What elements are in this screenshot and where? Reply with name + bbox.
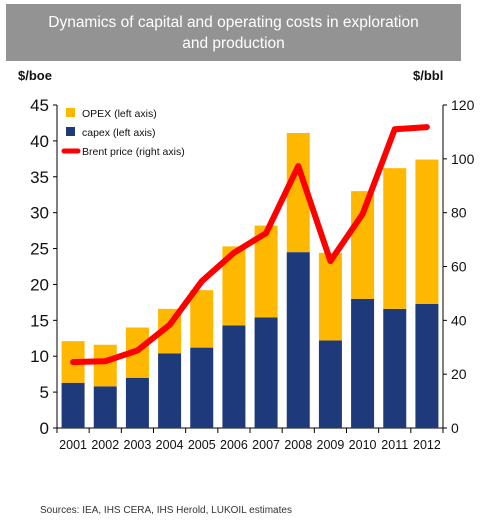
right-axis-unit: $/bbl [413, 68, 444, 83]
capex-bar [286, 252, 310, 428]
capex-bar [415, 303, 439, 428]
capex-bar [190, 347, 214, 428]
left-tick-label: 45 [30, 96, 49, 115]
capex-bar [318, 340, 342, 428]
left-tick-label: 5 [40, 383, 49, 402]
chart-title-text: Dynamics of capital and operating costs … [48, 13, 419, 52]
x-tick-label: 2011 [381, 438, 408, 452]
left-tick-label: 10 [30, 347, 49, 366]
x-tick-label: 2001 [59, 438, 87, 452]
capex-bar [93, 386, 117, 428]
right-tick-label: 80 [451, 205, 467, 221]
right-tick-label: 60 [451, 259, 467, 275]
right-tick-label: 0 [451, 420, 459, 436]
left-tick-label: 25 [30, 240, 49, 259]
opex-bar [286, 132, 310, 253]
x-tick-label: 2007 [252, 438, 280, 452]
left-tick-label: 35 [30, 168, 49, 187]
capex-bar [222, 325, 246, 428]
x-tick-label: 2005 [188, 438, 216, 452]
left-tick-label: 0 [40, 419, 49, 438]
capex-bar [158, 353, 182, 428]
capex-bar [254, 317, 278, 428]
capex-bar [383, 308, 407, 428]
legend-capex-swatch [66, 127, 75, 136]
x-tick-label: 2008 [284, 438, 312, 452]
source-note: Sources: IEA, IHS CERA, IHS Herold, LUKO… [40, 505, 292, 516]
right-tick-label: 120 [451, 97, 475, 113]
opex-bar [222, 246, 246, 326]
opex-bar [93, 344, 117, 387]
left-tick-label: 30 [30, 204, 49, 223]
opex-bar [254, 225, 278, 318]
x-tick-label: 2009 [317, 438, 345, 452]
x-tick-label: 2012 [413, 438, 441, 452]
left-tick-label: 15 [30, 311, 49, 330]
brent-line [70, 124, 430, 366]
legend-opex-swatch [66, 108, 75, 117]
right-tick-label: 20 [451, 366, 467, 382]
right-tick-label: 100 [451, 151, 475, 167]
opex-bar [318, 252, 342, 341]
x-tick-label: 2004 [156, 438, 184, 452]
x-tick-label: 2010 [349, 438, 377, 452]
capex-bar [61, 382, 85, 428]
legend-capex-label: capex (left axis) [82, 127, 156, 139]
x-tick-label: 2003 [124, 438, 152, 452]
left-tick-label: 40 [30, 132, 49, 151]
left-tick-label: 20 [30, 275, 49, 294]
opex-bar [383, 168, 407, 309]
capex-bar [125, 377, 149, 428]
chart-title: Dynamics of capital and operating costs … [6, 4, 461, 61]
x-tick-label: 2006 [220, 438, 248, 452]
legend-brent-label: Brent price (right axis) [82, 146, 185, 158]
right-tick-label: 40 [451, 312, 467, 328]
left-axis-unit: $/boe [18, 68, 52, 83]
x-tick-label: 2002 [91, 438, 119, 452]
capex-bar [351, 298, 375, 428]
legend-opex-label: OPEX (left axis) [82, 108, 157, 120]
opex-bar [190, 290, 214, 348]
opex-bar [415, 159, 439, 304]
